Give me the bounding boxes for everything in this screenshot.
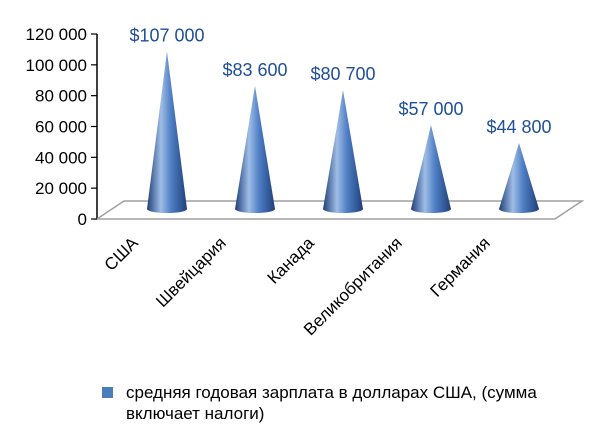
cone-bar [147, 51, 187, 214]
y-tick-label: 60 000 [35, 118, 87, 137]
y-tick-label: 120 000 [26, 25, 87, 44]
x-tick-label: США [101, 233, 143, 275]
x-tick-label: Великобритания [300, 233, 406, 339]
cone-bar [411, 125, 451, 213]
x-tick-label: Канада [264, 233, 319, 288]
y-tick-label: 100 000 [26, 56, 87, 75]
legend-label: средняя годовая зарплата в долларах США,… [126, 383, 537, 423]
y-tick-label: 20 000 [35, 179, 87, 198]
legend-swatch [102, 387, 113, 398]
cone-bar [323, 90, 363, 213]
x-tick-label: Швейцария [152, 233, 230, 311]
cone-bar [235, 85, 275, 213]
floor-plane [94, 200, 585, 220]
data-label: $107 000 [129, 25, 204, 45]
data-label: $80 700 [310, 64, 375, 84]
y-tick-label: 40 000 [35, 148, 87, 167]
data-label: $57 000 [398, 99, 463, 119]
data-label: $44 800 [486, 117, 551, 137]
cones [147, 51, 539, 214]
y-axis-ticks: 0 20 000 40 000 60 000 80 000 100 000 120 000 [26, 25, 97, 229]
y-tick-label: 0 [78, 210, 87, 229]
data-labels: $107 000 $83 600 $80 700 $57 000 $44 800 [129, 25, 551, 137]
y-tick-label: 80 000 [35, 87, 87, 106]
chart-floor [94, 200, 585, 220]
cone-bar [499, 143, 539, 213]
x-tick-label: Германия [426, 233, 493, 300]
data-label: $83 600 [222, 60, 287, 80]
